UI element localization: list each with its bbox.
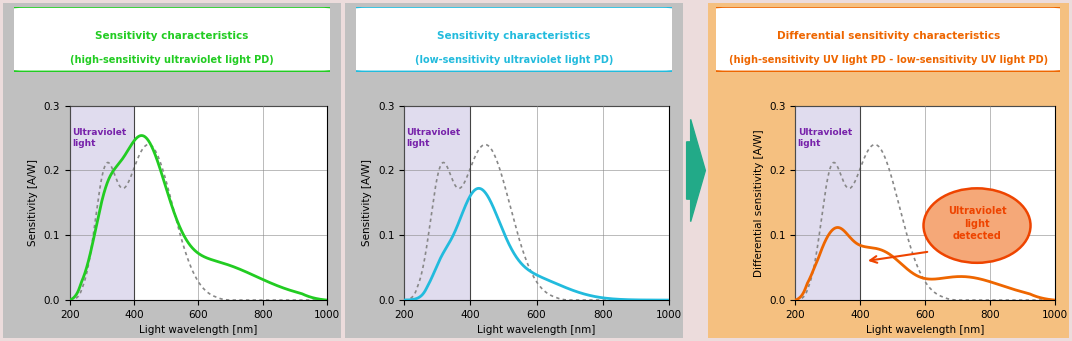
FancyBboxPatch shape bbox=[700, 0, 1072, 341]
Y-axis label: Sensitivity [A/W]: Sensitivity [A/W] bbox=[28, 159, 38, 247]
Text: Ultraviolet
light: Ultraviolet light bbox=[798, 128, 852, 148]
X-axis label: Light wavelength [nm]: Light wavelength [nm] bbox=[866, 325, 984, 335]
FancyBboxPatch shape bbox=[349, 7, 679, 72]
FancyBboxPatch shape bbox=[710, 7, 1067, 72]
Text: (low-sensitivity ultraviolet light PD): (low-sensitivity ultraviolet light PD) bbox=[415, 55, 613, 65]
FancyArrow shape bbox=[686, 119, 705, 222]
Bar bbox=[795, 106, 860, 300]
Bar bbox=[404, 106, 471, 300]
Text: (high-sensitivity ultraviolet light PD): (high-sensitivity ultraviolet light PD) bbox=[70, 55, 274, 65]
Bar bbox=[70, 106, 134, 300]
Text: Ultraviolet
light: Ultraviolet light bbox=[72, 128, 126, 148]
Y-axis label: Differential sensitivity [A/W]: Differential sensitivity [A/W] bbox=[754, 129, 763, 277]
Text: (high-sensitivity UV light PD - low-sensitivity UV light PD): (high-sensitivity UV light PD - low-sens… bbox=[729, 55, 1047, 65]
FancyBboxPatch shape bbox=[8, 7, 337, 72]
Ellipse shape bbox=[923, 188, 1030, 263]
FancyBboxPatch shape bbox=[0, 0, 347, 341]
X-axis label: Light wavelength [nm]: Light wavelength [nm] bbox=[477, 325, 596, 335]
Text: Sensitivity characteristics: Sensitivity characteristics bbox=[437, 31, 591, 41]
Text: Ultraviolet
light: Ultraviolet light bbox=[406, 128, 461, 148]
Text: Differential sensitivity characteristics: Differential sensitivity characteristics bbox=[776, 31, 1000, 41]
Text: Ultraviolet
light
detected: Ultraviolet light detected bbox=[948, 206, 1007, 241]
Text: Sensitivity characteristics: Sensitivity characteristics bbox=[95, 31, 249, 41]
Y-axis label: Sensitivity [A/W]: Sensitivity [A/W] bbox=[362, 159, 372, 247]
FancyBboxPatch shape bbox=[339, 0, 689, 341]
X-axis label: Light wavelength [nm]: Light wavelength [nm] bbox=[139, 325, 257, 335]
